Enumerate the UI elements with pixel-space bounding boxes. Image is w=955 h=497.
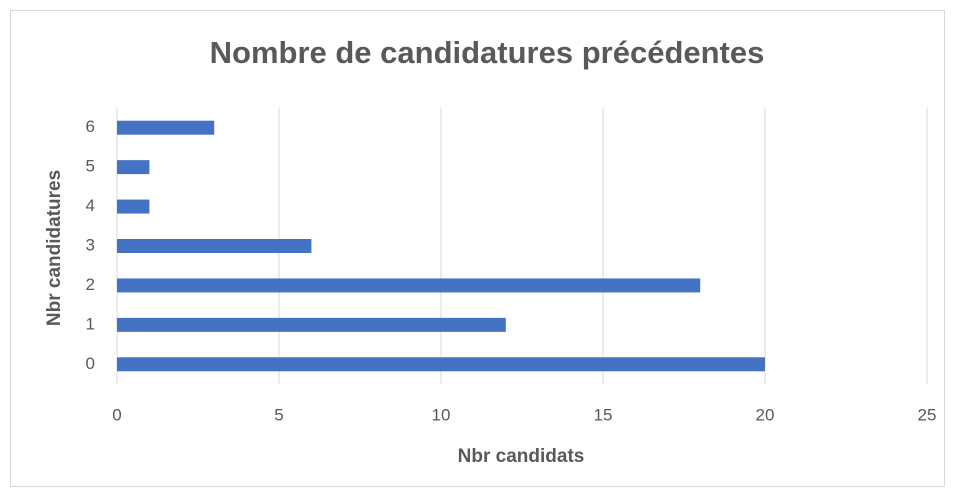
bar	[117, 120, 215, 135]
bar	[117, 199, 150, 214]
x-tick-label: 20	[756, 405, 775, 424]
y-tick-label: 3	[86, 235, 95, 254]
y-tick-label: 6	[86, 117, 95, 136]
chart-title: Nombre de candidatures précédentes	[210, 35, 765, 70]
y-tick-label: 1	[86, 314, 95, 333]
x-tick-label: 5	[274, 405, 283, 424]
bar	[117, 278, 701, 293]
y-tick-label: 5	[86, 157, 95, 176]
x-tick-label: 15	[594, 405, 613, 424]
x-axis-title: Nbr candidats	[458, 446, 585, 467]
bar	[117, 160, 150, 175]
y-tick-label: 4	[86, 196, 95, 215]
x-tick-label: 25	[918, 405, 937, 424]
bar	[117, 357, 765, 372]
y-tick-label: 0	[86, 354, 95, 373]
x-tick-label: 10	[432, 405, 451, 424]
y-tick-label: 2	[86, 275, 95, 294]
x-tick-label: 0	[112, 405, 121, 424]
y-axis-title: Nbr candidatures	[44, 170, 65, 326]
bar	[117, 317, 506, 332]
bar	[117, 239, 312, 253]
